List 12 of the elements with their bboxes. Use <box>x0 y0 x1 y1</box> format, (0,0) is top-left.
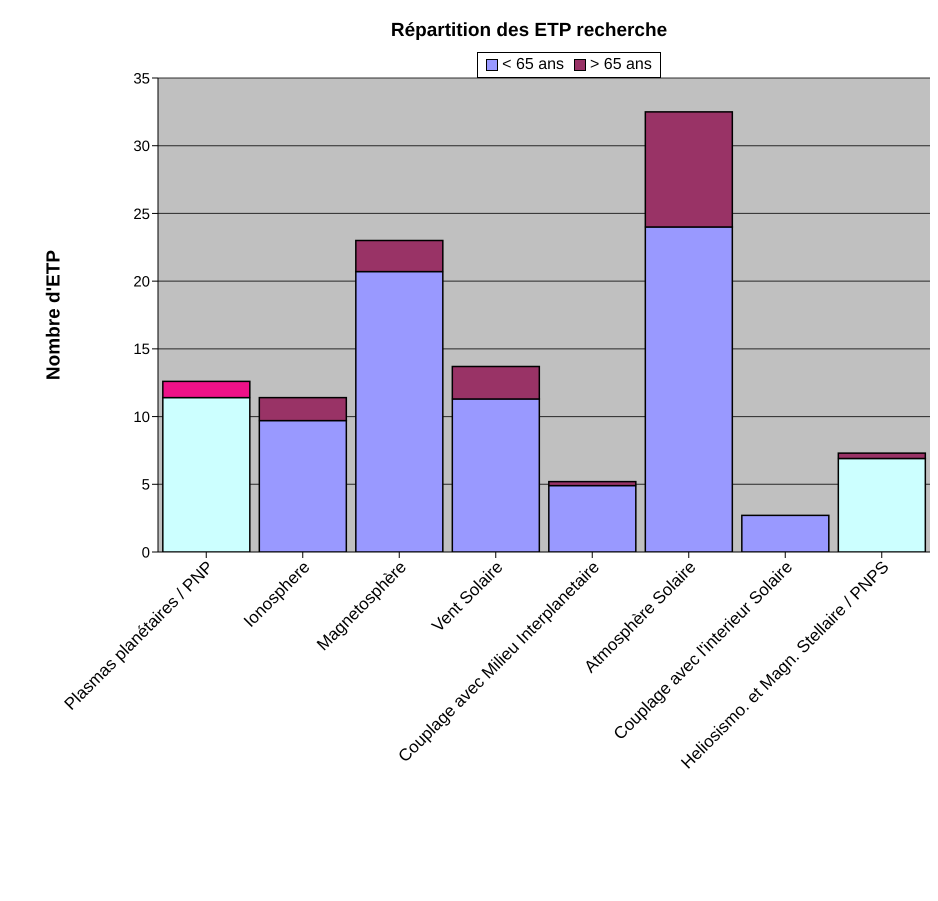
legend-label: > 65 ans <box>589 56 652 74</box>
y-tick-label: 35 <box>133 70 150 88</box>
y-axis-title: Nombre d'ETP <box>44 250 65 380</box>
y-tick-label: 30 <box>133 138 150 156</box>
y-tick-label: 5 <box>142 476 150 494</box>
chart-title: Répartition des ETP recherche <box>390 20 668 42</box>
y-tick-label: 0 <box>142 544 150 562</box>
legend-label: < 65 ans <box>501 56 564 74</box>
y-tick-label: 10 <box>133 408 150 426</box>
y-tick-label: 20 <box>133 273 150 290</box>
y-tick-label: 25 <box>133 206 150 223</box>
y-tick-label: 15 <box>133 341 150 358</box>
